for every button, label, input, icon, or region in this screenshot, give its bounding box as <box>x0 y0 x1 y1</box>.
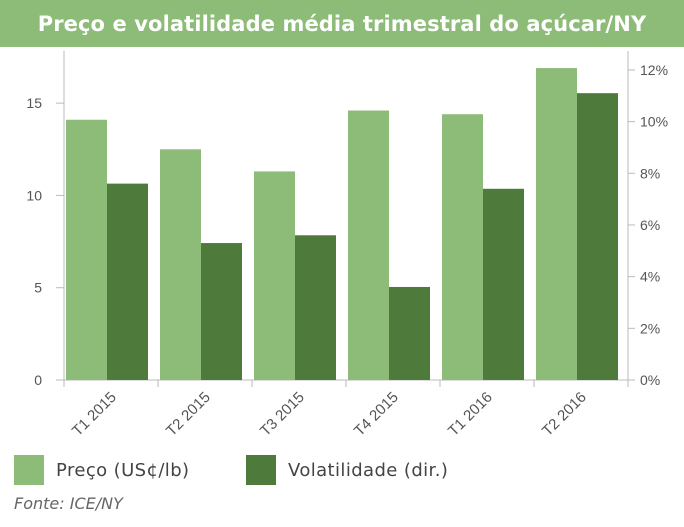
left-tick-label: 5 <box>34 280 42 296</box>
legend-item-volatility: Volatilidade (dir.) <box>246 455 448 485</box>
left-tick-label: 15 <box>26 95 42 111</box>
right-tick-label: 4% <box>640 269 660 285</box>
category-label: T2 2015 <box>163 389 214 440</box>
bar-volatility-2 <box>201 243 242 380</box>
left-tick-label: 10 <box>26 187 42 203</box>
left-tick-label: 0 <box>34 372 42 388</box>
bar-price-6 <box>536 68 577 381</box>
source-note: Fonte: ICE/NY <box>14 494 123 513</box>
bar-price-1 <box>66 119 107 381</box>
legend-item-price: Preço (US¢/lb) <box>14 455 189 485</box>
bar-price-2 <box>160 149 201 380</box>
right-tick-label: 2% <box>640 320 660 336</box>
legend-label-price: Preço (US¢/lb) <box>56 459 190 481</box>
right-tick-label: 8% <box>640 165 660 181</box>
bar-volatility-1 <box>107 183 148 380</box>
chart-legend: Preço (US¢/lb) Volatilidade (dir.) <box>0 455 684 489</box>
chart-title: Preço e volatilidade média trimestral do… <box>37 11 647 36</box>
bar-price-5 <box>442 114 483 381</box>
bar-volatility-4 <box>389 286 430 380</box>
right-tick-label: 0% <box>640 372 660 388</box>
category-label: T4 2015 <box>351 389 402 440</box>
category-label: T1 2015 <box>69 389 120 440</box>
bar-volatility-3 <box>295 235 336 380</box>
bar-price-3 <box>254 171 295 380</box>
bar-volatility-6 <box>577 93 618 380</box>
right-tick-label: 6% <box>640 217 660 233</box>
right-tick-label: 10% <box>640 114 668 130</box>
bar-price-4 <box>348 110 389 381</box>
category-label: T3 2015 <box>257 389 308 440</box>
chart-title-bar: Preço e volatilidade média trimestral do… <box>0 0 684 47</box>
legend-label-volatility: Volatilidade (dir.) <box>288 459 449 481</box>
legend-swatch-volatility <box>246 455 276 485</box>
legend-swatch-price <box>14 455 44 485</box>
bar-chart: 0 5 10 15 0% 2% 4% 6% 8% 10% 12% T1 2015 T2 2015 T3 2… <box>26 51 668 440</box>
right-tick-label: 12% <box>640 62 668 78</box>
bar-volatility-5 <box>483 188 524 380</box>
category-label: T2 2016 <box>539 389 590 440</box>
category-label: T1 2016 <box>445 389 496 440</box>
